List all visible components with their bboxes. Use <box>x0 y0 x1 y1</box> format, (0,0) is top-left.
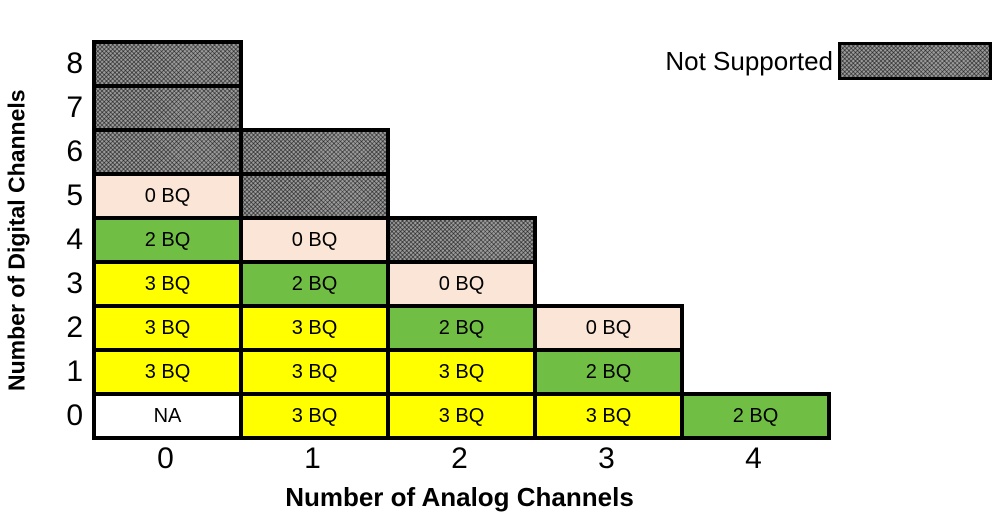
matrix-cell: 3 BQ <box>239 304 390 352</box>
empty-cell <box>680 348 831 396</box>
not-supported-cell <box>92 128 243 176</box>
x-tick-label: 3 <box>598 442 615 475</box>
legend-not-supported-swatch <box>838 42 992 80</box>
grid-row: 3 3 BQ 2 BQ 0 BQ <box>42 260 831 308</box>
not-supported-cell <box>239 128 390 176</box>
empty-cell <box>680 84 831 132</box>
matrix-cell: 3 BQ <box>386 392 537 440</box>
empty-cell <box>533 84 684 132</box>
legend-not-supported-label: Not Supported <box>665 45 833 76</box>
matrix-cell: 0 BQ <box>533 304 684 352</box>
matrix-cell: 3 BQ <box>239 392 390 440</box>
grid-row: 4 2 BQ 0 BQ <box>42 216 831 264</box>
empty-cell <box>680 304 831 352</box>
matrix-cell: 3 BQ <box>533 392 684 440</box>
x-tick-label: 0 <box>157 442 174 475</box>
empty-cell <box>533 260 684 308</box>
matrix-cell: 3 BQ <box>386 348 537 396</box>
matrix-cell: 2 BQ <box>92 216 243 264</box>
matrix-cell: NA <box>92 392 243 440</box>
not-supported-cell <box>386 216 537 264</box>
y-tick-label: 5 <box>66 179 83 212</box>
y-tick-label: 0 <box>66 399 83 432</box>
matrix-cell: 3 BQ <box>92 260 243 308</box>
matrix-cell: 3 BQ <box>92 304 243 352</box>
empty-cell <box>533 216 684 264</box>
not-supported-cell <box>92 40 243 88</box>
y-tick-label: 8 <box>66 47 83 80</box>
matrix-cell: 2 BQ <box>386 304 537 352</box>
x-axis-ticks: 0 1 2 3 4 <box>92 442 827 476</box>
y-tick-label: 1 <box>66 355 83 388</box>
empty-cell <box>386 40 537 88</box>
empty-cell <box>533 172 684 220</box>
empty-cell <box>680 260 831 308</box>
empty-cell <box>239 84 390 132</box>
empty-cell <box>386 84 537 132</box>
matrix-cell: 0 BQ <box>92 172 243 220</box>
empty-cell <box>680 216 831 264</box>
matrix-cell: 3 BQ <box>92 348 243 396</box>
x-tick-label: 1 <box>304 442 321 475</box>
y-tick-label: 7 <box>66 91 83 124</box>
grid-row: 0 NA 3 BQ 3 BQ 3 BQ 2 BQ <box>42 392 831 440</box>
not-supported-cell <box>239 172 390 220</box>
matrix-cell: 2 BQ <box>533 348 684 396</box>
grid-row: 6 <box>42 128 831 176</box>
not-supported-cell <box>92 84 243 132</box>
y-tick-label: 6 <box>66 135 83 168</box>
grid-row: 7 <box>42 84 831 132</box>
empty-cell <box>533 40 684 88</box>
y-tick-label: 4 <box>66 223 83 256</box>
empty-cell <box>386 172 537 220</box>
empty-cell <box>533 128 684 176</box>
y-tick-label: 3 <box>66 267 83 300</box>
empty-cell <box>386 128 537 176</box>
empty-cell <box>239 40 390 88</box>
matrix-cell: 2 BQ <box>680 392 831 440</box>
grid-row: 5 0 BQ <box>42 172 831 220</box>
x-tick-label: 4 <box>745 442 762 475</box>
empty-cell <box>680 172 831 220</box>
matrix-cell: 0 BQ <box>239 216 390 264</box>
y-tick-label: 2 <box>66 311 83 344</box>
legend: Not Supported <box>665 42 992 80</box>
x-axis-title: Number of Analog Channels <box>285 482 634 512</box>
empty-cell <box>680 128 831 176</box>
x-tick-label: 2 <box>451 442 468 475</box>
matrix-cell: 3 BQ <box>239 348 390 396</box>
y-axis-title: Number of Digital Channels <box>3 89 30 391</box>
matrix-cell: 2 BQ <box>239 260 390 308</box>
matrix-cell: 0 BQ <box>386 260 537 308</box>
